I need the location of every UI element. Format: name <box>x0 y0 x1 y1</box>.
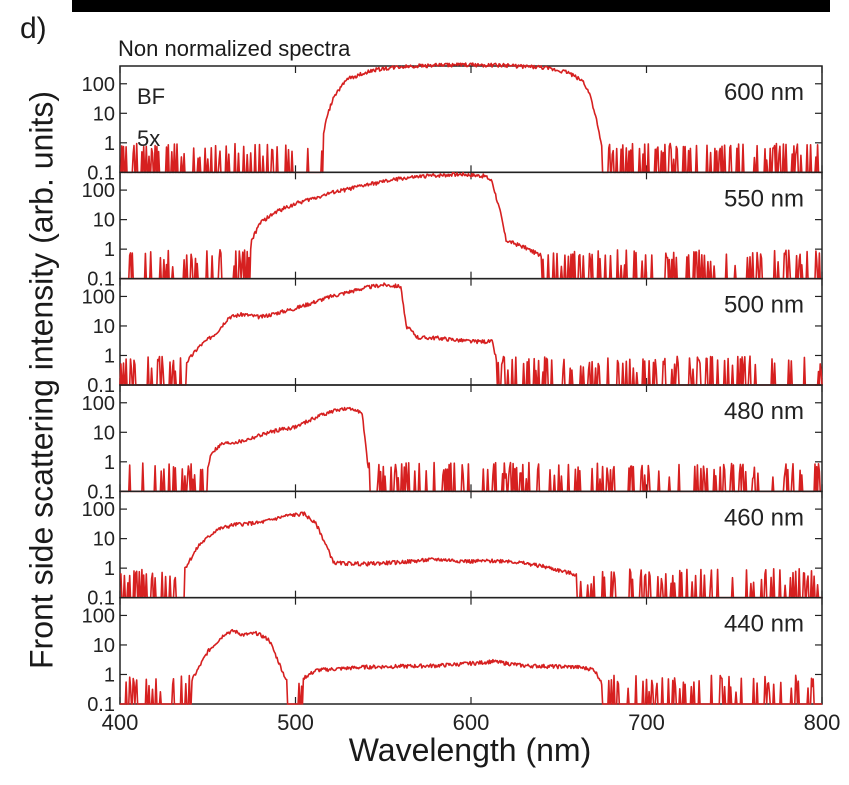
y-tick-label: 1 <box>104 239 115 261</box>
y-tick-label: 0.1 <box>87 375 115 397</box>
y-tick-label: 10 <box>93 635 115 657</box>
y-tick-label: 1 <box>104 133 115 155</box>
x-axis-label: Wavelength (nm) <box>348 732 592 768</box>
y-tick-label: 0.1 <box>87 162 115 184</box>
spectrum-line <box>120 628 822 705</box>
panel-label: 480 nm <box>724 398 804 425</box>
panel-label: 440 nm <box>724 611 804 638</box>
spectrum-line <box>119 511 822 599</box>
y-tick-label: 100 <box>82 605 115 627</box>
y-tick-label: 1 <box>104 452 115 474</box>
y-tick-label: 100 <box>82 499 115 521</box>
x-tick-label: 600 <box>453 710 490 735</box>
y-tick-label: 1 <box>104 345 115 367</box>
y-tick-label: 10 <box>93 316 115 338</box>
panel-label: 600 nm <box>724 79 804 106</box>
y-tick-label: 10 <box>93 210 115 232</box>
figure-title: Non normalized spectra <box>118 36 351 61</box>
y-tick-label: 0.1 <box>87 588 115 610</box>
y-tick-label: 100 <box>82 393 115 415</box>
panel-label: 500 nm <box>724 292 804 319</box>
y-tick-label: 0.1 <box>87 269 115 291</box>
panel-frame <box>119 596 823 705</box>
y-tick-label: 100 <box>82 180 115 202</box>
x-tick-label: 700 <box>628 710 665 735</box>
objective-annotation: 5x <box>137 126 160 151</box>
panel-frame <box>119 384 823 493</box>
x-tick-label: 800 <box>804 710 841 735</box>
panel-label: 550 nm <box>724 185 804 212</box>
y-tick-label: 10 <box>93 529 115 551</box>
y-tick-label: 100 <box>82 286 115 308</box>
y-tick-label: 100 <box>82 74 115 96</box>
y-tick-label: 0.1 <box>87 694 115 716</box>
y-tick-label: 0.1 <box>87 481 115 503</box>
illumination-annotation: BF <box>137 84 165 109</box>
y-tick-label: 10 <box>93 103 115 125</box>
panel-label: 460 nm <box>724 504 804 531</box>
spectrum-line <box>120 62 822 174</box>
y-tick-label: 10 <box>93 422 115 444</box>
spectrum-line <box>119 282 823 386</box>
spectrum-line <box>120 406 822 493</box>
x-tick-label: 500 <box>277 710 314 735</box>
top-border-bar <box>72 0 830 12</box>
x-tick-label: 400 <box>102 710 139 735</box>
panel-letter: d) <box>20 12 47 45</box>
spectrum-line <box>120 171 822 280</box>
y-tick-label: 1 <box>104 558 115 580</box>
y-tick-label: 1 <box>104 664 115 686</box>
panel-frame <box>119 171 823 280</box>
